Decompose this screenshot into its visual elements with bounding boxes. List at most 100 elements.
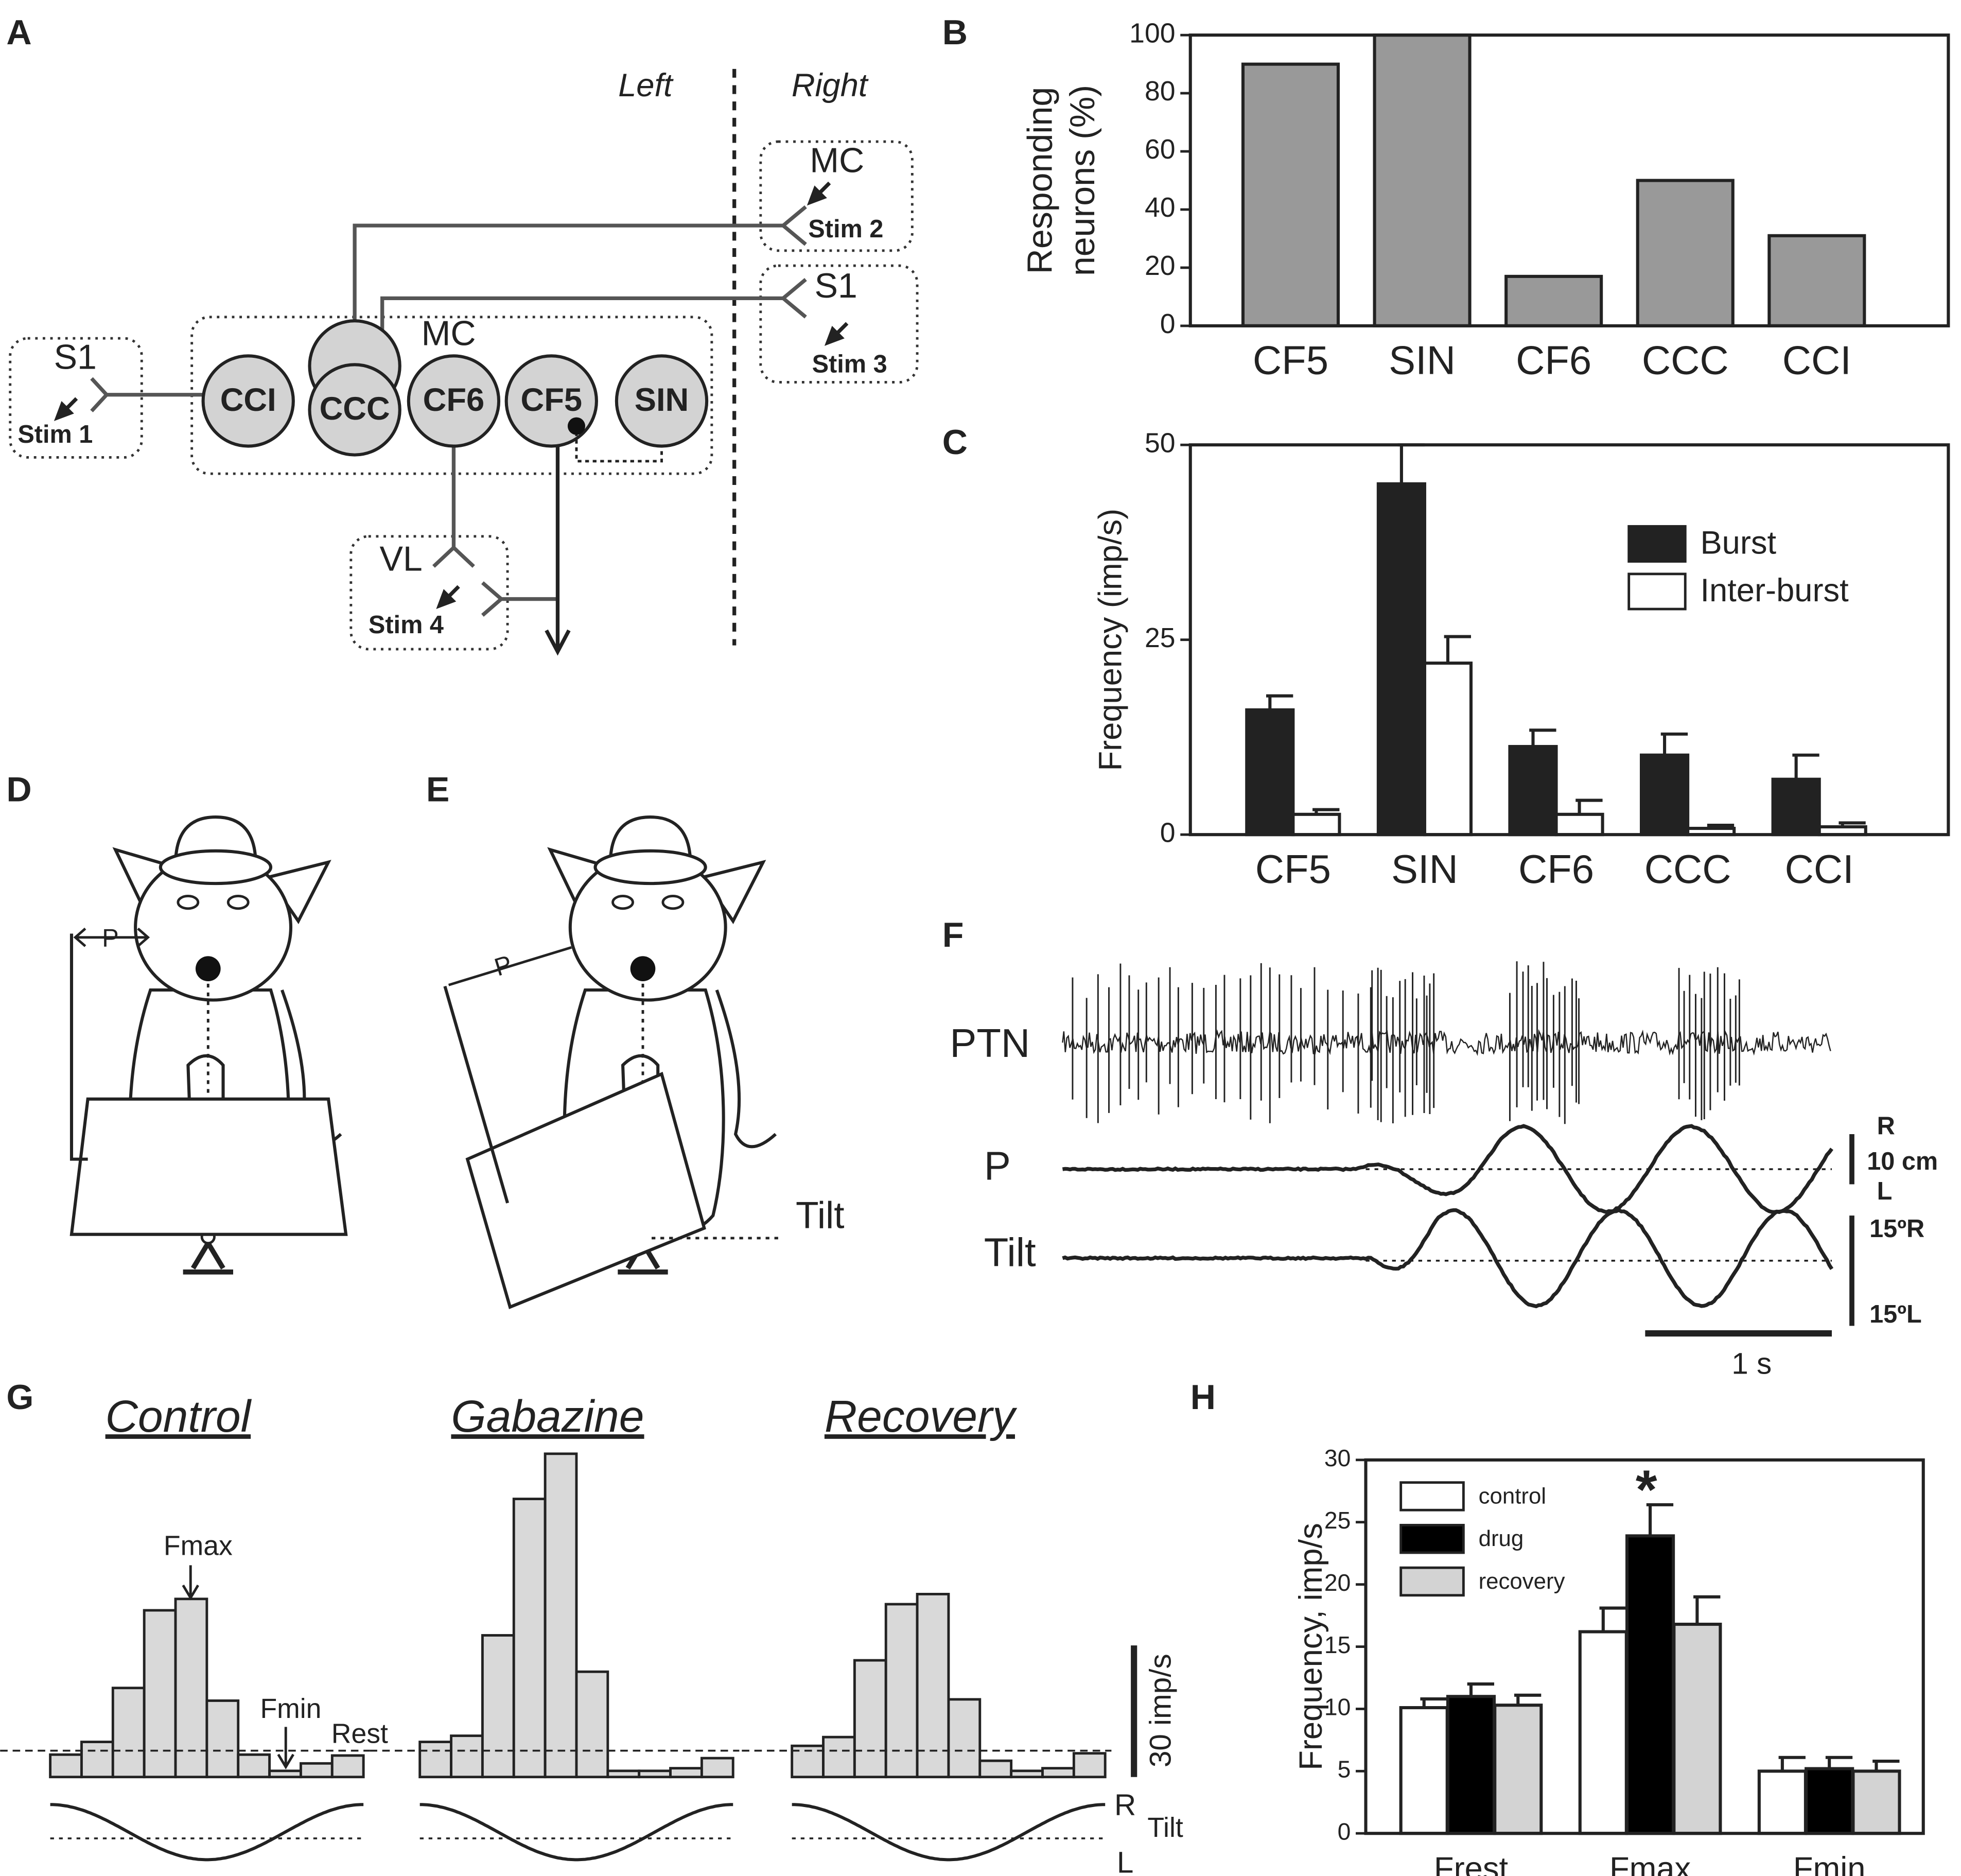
stim-label: Stim 1 [17, 421, 93, 448]
hat-brim [593, 849, 707, 885]
nose [630, 956, 656, 981]
panel-label: G [6, 1378, 33, 1417]
y-tick-label: 100 [1129, 18, 1175, 48]
region-label: S1 [814, 266, 857, 305]
tilt-cycle [792, 1803, 1106, 1862]
error-bar [1693, 1595, 1721, 1625]
bar [1508, 745, 1558, 837]
bar [1373, 33, 1472, 327]
y-tick-label: 30 [1324, 1445, 1351, 1471]
annotation: Fmin [260, 1694, 321, 1724]
error-bar [1514, 1693, 1542, 1706]
y-tick-label: 15 [1324, 1631, 1351, 1658]
synapse [90, 377, 110, 412]
error-bar [1467, 1682, 1495, 1697]
neuron-label: CCI [220, 382, 276, 418]
bar [1851, 1769, 1901, 1835]
tilt-label: Tilt [1147, 1813, 1183, 1843]
axon [353, 223, 783, 324]
scale-label: R [1877, 1113, 1895, 1140]
error-bar [1792, 753, 1819, 779]
synapse [432, 545, 475, 568]
neuron-label: CF6 [423, 382, 485, 418]
histogram-bar [481, 1634, 515, 1779]
region-label: VL [380, 540, 423, 579]
region-label: MC [810, 141, 864, 180]
panel-label: F [942, 915, 964, 954]
panel-label: A [6, 13, 31, 52]
plot-frame [1188, 443, 1950, 837]
error-bar [1872, 1759, 1900, 1771]
histogram-bar [174, 1597, 208, 1779]
x-tick-label: CF6 [1518, 846, 1594, 892]
scale-label: 10 cm [1867, 1148, 1938, 1175]
histogram-bar [450, 1734, 484, 1779]
panel-label: B [942, 13, 968, 52]
synapse [780, 205, 807, 246]
stim-label: Stim 3 [812, 351, 887, 378]
histogram-bar [947, 1698, 982, 1779]
neuron [308, 363, 401, 457]
legend-label: recovery [1479, 1569, 1565, 1594]
x-tick-label: CCI [1782, 337, 1851, 383]
y-tick-label: 80 [1145, 76, 1176, 107]
tilt-label: L [1117, 1846, 1133, 1876]
eye [226, 895, 250, 910]
bar [1636, 179, 1735, 327]
histogram-bar [205, 1699, 240, 1779]
legend-swatch [1399, 1523, 1465, 1554]
dotted-box [349, 535, 509, 651]
histogram-bar [575, 1670, 609, 1779]
scale-label: 30 imp/s [1144, 1654, 1178, 1767]
histogram-title: Control [106, 1391, 252, 1441]
stim-arrow-head [436, 589, 457, 610]
histogram-bar [978, 1759, 1013, 1779]
histogram-bar [237, 1753, 271, 1779]
x-tick-label: Fmin [1793, 1851, 1866, 1876]
histogram-bar [80, 1741, 114, 1779]
scale-label: 15ºL [1869, 1300, 1922, 1328]
y-tick-label: 0 [1338, 1818, 1351, 1845]
neuron-label: CF5 [521, 382, 583, 418]
nose [195, 956, 221, 981]
side-label: Right [792, 67, 869, 103]
y-axis-label: Frequency, imp/s [1293, 1523, 1329, 1770]
y-tick-label: 10 [1324, 1694, 1351, 1721]
histogram-bar [300, 1762, 334, 1779]
legend-swatch [1627, 525, 1687, 563]
side-label: Left [618, 67, 674, 103]
histogram-bar [143, 1609, 177, 1779]
p-label: P [491, 950, 515, 982]
hat-brim [159, 849, 273, 885]
x-tick-label: SIN [1389, 337, 1456, 383]
legend-swatch [1627, 572, 1687, 611]
legend-label: drug [1479, 1526, 1524, 1551]
bar [1639, 753, 1690, 837]
bar [1446, 1695, 1496, 1835]
panel-label: H [1190, 1378, 1216, 1417]
histogram-title: Gabazine [451, 1391, 644, 1441]
histogram-bar [1041, 1767, 1075, 1779]
histogram-bar [916, 1592, 950, 1779]
tail [715, 989, 777, 1149]
bar [1625, 1534, 1675, 1835]
histogram-bar [330, 1754, 365, 1779]
legend-label: Inter-burst [1700, 572, 1849, 609]
inhibitory-link [575, 432, 663, 463]
bar [1672, 1622, 1722, 1835]
error-bar [1397, 443, 1425, 484]
x-tick-label: CCI [1785, 846, 1854, 892]
histogram-bar [853, 1659, 887, 1779]
trace-label: PTN [950, 1020, 1030, 1066]
error-bar [1266, 694, 1293, 710]
bar [1493, 1704, 1543, 1835]
annotation: Fmax [164, 1531, 233, 1561]
y-tick-label: 40 [1145, 193, 1176, 223]
inhibitory-synapse [567, 417, 586, 435]
y-axis-label: Frequency (imp/s) [1093, 509, 1129, 771]
p-arrow [448, 946, 572, 986]
arrow-head [545, 629, 571, 656]
neuron [201, 354, 295, 448]
eye [611, 895, 634, 910]
